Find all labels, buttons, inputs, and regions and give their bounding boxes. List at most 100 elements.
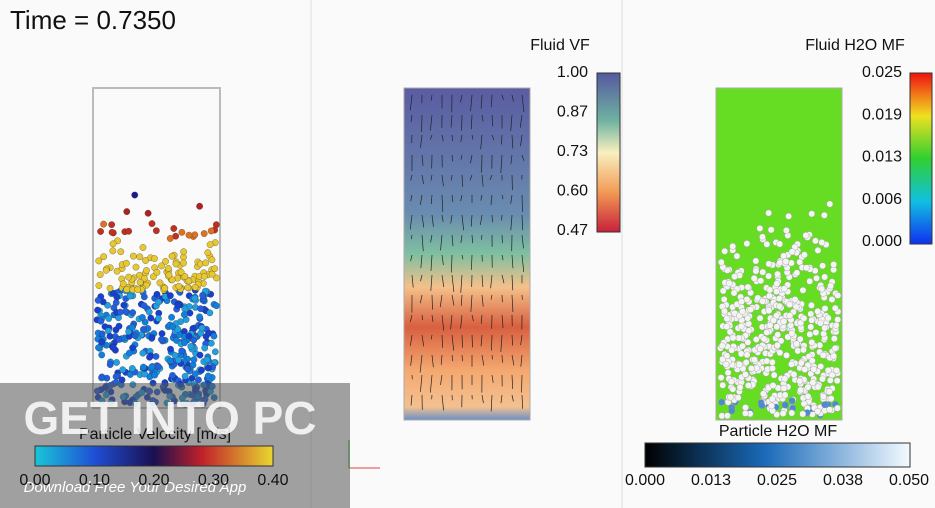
vector xyxy=(419,354,423,373)
particle xyxy=(737,322,745,330)
particle xyxy=(200,272,208,280)
particle xyxy=(153,290,161,298)
vector xyxy=(451,174,453,181)
particle xyxy=(191,231,199,239)
particle xyxy=(123,259,130,267)
particle xyxy=(146,353,153,361)
colorbar-title: Fluid VF xyxy=(530,37,590,54)
particle xyxy=(184,365,191,373)
particle xyxy=(168,313,175,321)
particle xyxy=(730,289,738,297)
particle xyxy=(106,332,114,340)
particle xyxy=(197,305,204,313)
vector xyxy=(480,134,483,150)
particle xyxy=(143,267,150,274)
vector xyxy=(430,194,433,205)
particle xyxy=(125,273,133,281)
particle xyxy=(741,370,749,378)
particle xyxy=(181,273,189,280)
vector xyxy=(441,214,444,222)
particle xyxy=(98,330,106,338)
particle xyxy=(109,240,117,248)
vector xyxy=(441,274,445,288)
particle xyxy=(774,341,781,349)
vector xyxy=(430,234,433,243)
particle xyxy=(207,227,215,235)
particle xyxy=(115,322,123,330)
vector xyxy=(510,194,513,204)
vector xyxy=(491,334,493,351)
particle xyxy=(718,398,726,406)
particle xyxy=(95,257,103,265)
particle xyxy=(200,230,208,237)
particle xyxy=(167,345,174,353)
vector xyxy=(431,214,434,227)
vector xyxy=(511,394,514,402)
vector xyxy=(450,314,453,330)
particle xyxy=(191,283,199,291)
particle xyxy=(804,383,812,391)
particle xyxy=(766,286,774,294)
particle xyxy=(763,357,771,365)
particle xyxy=(108,228,116,236)
particle xyxy=(727,378,735,386)
vector xyxy=(470,154,473,164)
particle xyxy=(831,304,839,312)
particle xyxy=(94,306,101,314)
particle xyxy=(759,297,767,305)
particle xyxy=(776,349,784,357)
particle xyxy=(759,268,767,276)
particle xyxy=(757,277,765,285)
particle xyxy=(123,208,131,215)
vector xyxy=(441,314,445,331)
particle xyxy=(126,349,133,357)
particle xyxy=(752,267,760,275)
particle xyxy=(211,265,219,272)
particle xyxy=(142,257,149,264)
particle xyxy=(94,297,102,304)
particle xyxy=(191,294,199,302)
particle xyxy=(205,364,212,372)
vector xyxy=(510,154,513,165)
particle xyxy=(791,296,799,303)
h2o-particles xyxy=(717,200,842,420)
particle xyxy=(165,271,173,279)
particle xyxy=(819,262,827,270)
vector xyxy=(451,274,455,292)
particle xyxy=(728,407,736,415)
particle xyxy=(794,347,802,355)
vector xyxy=(480,194,483,201)
colorbar-tick-label: 0.050 xyxy=(889,472,929,489)
vector xyxy=(460,134,463,142)
colorbar-tick-label: 0.73 xyxy=(557,143,588,160)
particle xyxy=(190,356,198,364)
vector xyxy=(501,94,504,100)
particle xyxy=(211,348,219,356)
vector xyxy=(460,194,463,202)
particle xyxy=(136,253,144,261)
particle xyxy=(140,363,147,371)
particle xyxy=(773,288,780,295)
particle xyxy=(151,371,159,379)
particle xyxy=(763,240,771,248)
particle xyxy=(786,312,794,319)
particle xyxy=(739,342,746,350)
vector xyxy=(421,334,425,347)
particle xyxy=(818,285,826,293)
particle xyxy=(725,279,733,287)
particle xyxy=(151,255,158,262)
vector xyxy=(450,214,453,224)
particle xyxy=(773,323,781,331)
particle xyxy=(808,357,816,365)
vector xyxy=(441,134,444,142)
vector xyxy=(501,134,503,145)
vector xyxy=(429,134,433,140)
particle xyxy=(754,294,762,302)
particle xyxy=(184,284,192,292)
particle xyxy=(821,305,829,312)
particle xyxy=(780,318,788,325)
particle xyxy=(139,314,146,321)
particle xyxy=(153,269,161,276)
particle xyxy=(185,231,193,239)
particle xyxy=(812,329,820,336)
